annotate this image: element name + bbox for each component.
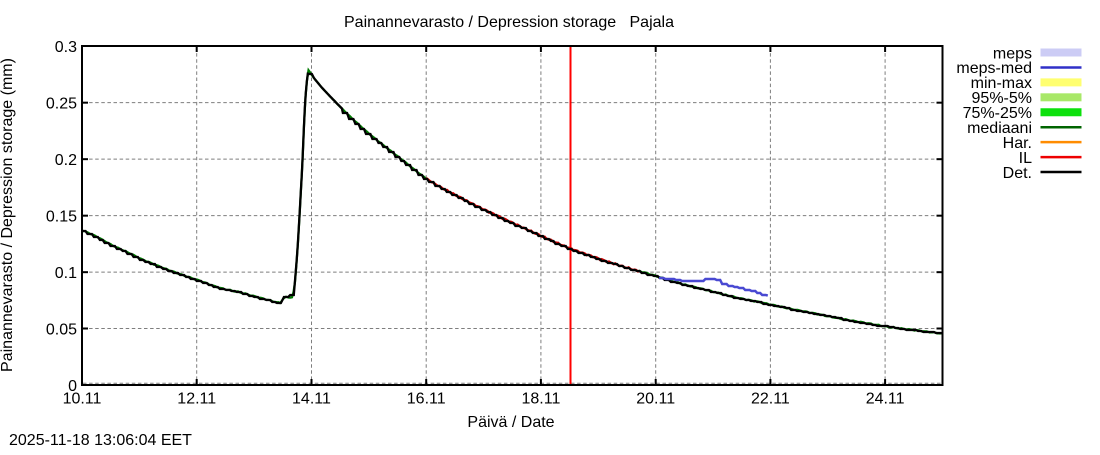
svg-text:meps: meps xyxy=(993,45,1032,62)
svg-text:95%-5%: 95%-5% xyxy=(972,90,1032,107)
svg-text:75%-25%: 75%-25% xyxy=(963,105,1032,122)
svg-text:Painannevarasto / Depression s: Painannevarasto / Depression storage (mm… xyxy=(0,58,16,372)
svg-text:0: 0 xyxy=(68,378,77,395)
svg-text:10.11: 10.11 xyxy=(63,391,102,408)
svg-text:12.11: 12.11 xyxy=(177,391,216,408)
svg-text:min-max: min-max xyxy=(971,75,1032,92)
svg-text:meps-med: meps-med xyxy=(956,60,1032,77)
svg-text:IL: IL xyxy=(1019,150,1032,167)
svg-text:0.15: 0.15 xyxy=(46,208,77,225)
svg-text:0.2: 0.2 xyxy=(55,152,77,169)
svg-text:0.05: 0.05 xyxy=(46,321,77,338)
svg-text:14.11: 14.11 xyxy=(292,391,331,408)
svg-text:2025-11-18 13:06:04 EET: 2025-11-18 13:06:04 EET xyxy=(9,432,192,449)
svg-text:0.25: 0.25 xyxy=(46,95,77,112)
svg-text:16.11: 16.11 xyxy=(407,391,446,408)
svg-text:mediaani: mediaani xyxy=(967,120,1032,137)
svg-text:Painannevarasto / Depression s: Painannevarasto / Depression storage Paj… xyxy=(344,14,674,31)
svg-text:0.1: 0.1 xyxy=(55,265,77,282)
svg-text:20.11: 20.11 xyxy=(636,391,675,408)
svg-text:Päivä / Date: Päivä / Date xyxy=(467,414,554,431)
svg-text:24.11: 24.11 xyxy=(866,391,905,408)
svg-text:Har.: Har. xyxy=(1003,135,1032,152)
svg-text:Det.: Det. xyxy=(1003,165,1032,182)
svg-text:22.11: 22.11 xyxy=(751,391,790,408)
svg-text:18.11: 18.11 xyxy=(522,391,561,408)
svg-text:0.3: 0.3 xyxy=(55,39,77,56)
